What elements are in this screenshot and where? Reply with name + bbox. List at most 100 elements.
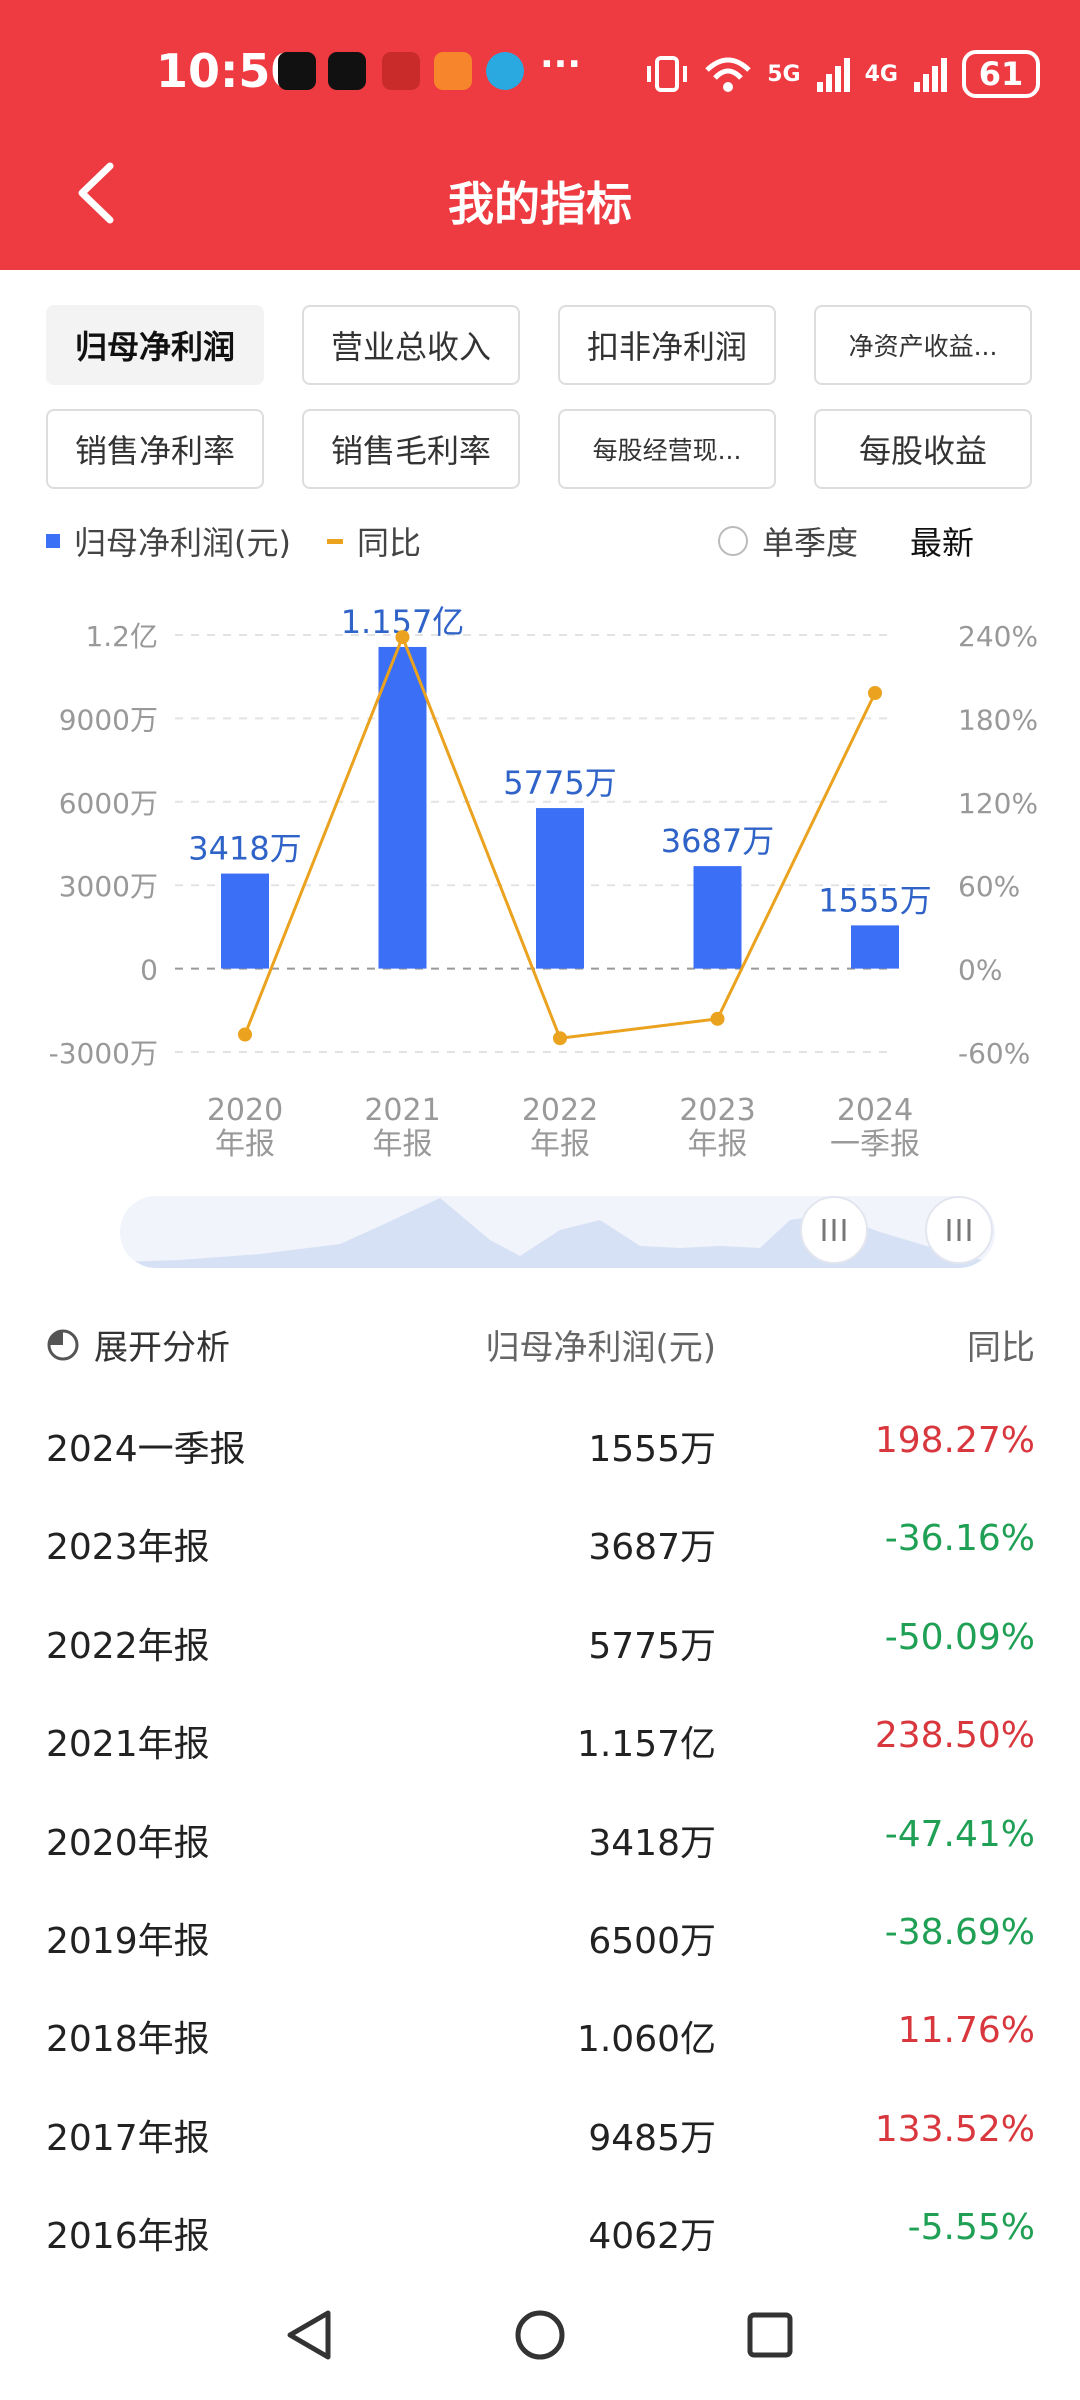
row-period: 2024一季报	[46, 1429, 246, 1470]
y-right-tick-label: 0%	[958, 954, 1002, 987]
nav-recents-icon[interactable]	[740, 2305, 800, 2365]
row-yoy: 198.27%	[874, 1420, 1035, 1461]
tab-net-profit[interactable]: 归母净利润	[46, 305, 264, 385]
y-right-tick-label: 180%	[958, 703, 1038, 736]
y-left-tick-label: 6000万	[59, 787, 158, 820]
expand-analysis-label: 展开分析	[94, 1328, 230, 1368]
analysis-table-header: 展开分析 归母净利润(元) 同比	[0, 1320, 1080, 1380]
grip-icon	[822, 1219, 846, 1241]
table-row[interactable]: 2022年报 5775万 -50.09%	[0, 1617, 1080, 1715]
tiktok-app-icon	[278, 52, 316, 90]
range-handle-right[interactable]	[925, 1196, 993, 1264]
network-5g-label: 5G	[767, 61, 801, 87]
x-tick-label: 2024	[837, 1093, 913, 1128]
tab-operating-cashflow-per-share[interactable]: 每股经营现...	[558, 409, 776, 489]
x-tick-label: 2023	[679, 1093, 755, 1128]
row-yoy: 238.50%	[874, 1715, 1035, 1757]
row-period: 2020年报	[46, 1822, 210, 1864]
bar-value-label: 1555万	[818, 881, 931, 919]
nav-home-icon[interactable]	[510, 2305, 570, 2365]
bar-value-label: 5775万	[503, 764, 616, 802]
x-tick-label: 2022	[522, 1093, 598, 1128]
row-yoy: -50.09%	[884, 1616, 1035, 1658]
row-yoy: -38.69%	[884, 1912, 1035, 1953]
stock-app-icon	[382, 52, 420, 90]
row-period: 2016年报	[46, 2216, 210, 2258]
row-yoy: -36.16%	[884, 1518, 1035, 1560]
latest-label: 最新	[910, 524, 975, 562]
bar	[378, 646, 427, 969]
bar-legend-label: 归母净利润(元)	[74, 524, 291, 562]
range-handle-left[interactable]	[800, 1196, 868, 1264]
table-row[interactable]: 2020年报 3418万 -47.41%	[0, 1814, 1080, 1912]
row-value: 3418万	[588, 1822, 716, 1864]
latest-button[interactable]: 最新	[910, 518, 974, 564]
y-left-tick-label: 1.2亿	[85, 620, 158, 653]
table-row[interactable]: 2019年报 6500万 -38.69%	[0, 1912, 1080, 2010]
chart-range-slider[interactable]	[120, 1196, 995, 1268]
row-value: 1555万	[588, 1429, 716, 1470]
expand-analysis-button[interactable]: 展开分析	[46, 1320, 230, 1369]
x-tick-label: 年报	[373, 1127, 433, 1162]
row-value: 9485万	[588, 2117, 716, 2159]
column-header-yoy: 同比	[967, 1328, 1035, 1368]
single-quarter-toggle[interactable]: 单季度	[718, 518, 858, 564]
tab-deducted-net-profit[interactable]: 扣非净利润	[558, 305, 776, 385]
row-period: 2018年报	[46, 2019, 210, 2061]
table-row[interactable]: 2016年报 4062万 -5.55%	[0, 2207, 1080, 2305]
tab-total-revenue[interactable]: 营业总收入	[302, 305, 520, 385]
pie-chart-icon	[47, 1329, 79, 1360]
tab-net-margin[interactable]: 销售净利率	[46, 409, 264, 489]
x-tick-label: 一季报	[830, 1127, 920, 1162]
system-nav-bar	[0, 2290, 1080, 2400]
yoy-point	[395, 630, 410, 645]
nav-back-icon[interactable]	[280, 2305, 340, 2365]
yoy-point	[553, 1031, 567, 1046]
column-header-value: 归母净利润(元)	[485, 1328, 716, 1368]
x-tick-label: 年报	[688, 1127, 748, 1162]
table-row[interactable]: 2024一季报 1555万 198.27%	[0, 1420, 1080, 1518]
yoy-point	[710, 1011, 725, 1026]
row-value: 6500万	[588, 1921, 716, 1962]
bar	[536, 808, 584, 969]
row-value: 1.157亿	[576, 1724, 716, 1766]
net-profit-chart: 1.2亿 240% 9000万 180% 6000万 120% 3000万 60% 0 0% -30…	[49, 603, 1038, 1162]
status-right: 5G 4G 61	[645, 50, 1040, 98]
browser-app-icon	[486, 52, 524, 90]
single-quarter-label: 单季度	[762, 524, 859, 562]
line-legend-swatch	[326, 538, 343, 544]
signal-4g-icon	[914, 58, 947, 92]
wifi-icon	[705, 57, 751, 92]
tab-roe[interactable]: 净资产收益...	[814, 305, 1032, 385]
app-header-background	[0, 0, 1080, 270]
vibrate-icon	[647, 56, 688, 92]
table-row[interactable]: 2017年报 9485万 133.52%	[0, 2109, 1080, 2207]
y-right-tick-label: 120%	[958, 787, 1038, 820]
tab-gross-margin[interactable]: 销售毛利率	[302, 409, 520, 489]
row-value: 5775万	[588, 1625, 716, 1667]
row-value: 4062万	[588, 2216, 716, 2258]
bar-legend-swatch	[46, 534, 60, 548]
status-bar: 10:50 ··· 5G 4G 61	[0, 0, 1080, 150]
range-overview-sparkline	[120, 1198, 995, 1268]
table-row[interactable]: 2023年报 3687万 -36.16%	[0, 1518, 1080, 1616]
more-notifications-icon: ···	[540, 44, 582, 85]
row-period: 2017年报	[46, 2117, 210, 2159]
bar	[221, 873, 269, 969]
y-right-tick-label: 60%	[958, 870, 1020, 903]
back-arrow-icon[interactable]	[68, 158, 138, 228]
y-left-tick-label: -3000万	[49, 1037, 158, 1070]
bar	[851, 925, 899, 969]
table-row[interactable]: 2021年报 1.157亿 238.50%	[0, 1715, 1080, 1813]
y-left-tick-label: 3000万	[59, 870, 158, 903]
row-yoy: -5.55%	[907, 2207, 1035, 2249]
x-tick-label: 年报	[530, 1127, 590, 1162]
tab-eps[interactable]: 每股收益	[814, 409, 1032, 489]
bar-value-label: 3687万	[661, 822, 774, 860]
legend-bar: 归母净利润(元) 同比	[46, 518, 421, 564]
bar-value-label: 3418万	[188, 830, 301, 868]
battery-indicator: 61	[962, 50, 1040, 98]
bar	[693, 866, 742, 969]
table-row[interactable]: 2018年报 1.060亿 11.76%	[0, 2010, 1080, 2108]
okx-app-icon	[328, 52, 366, 90]
